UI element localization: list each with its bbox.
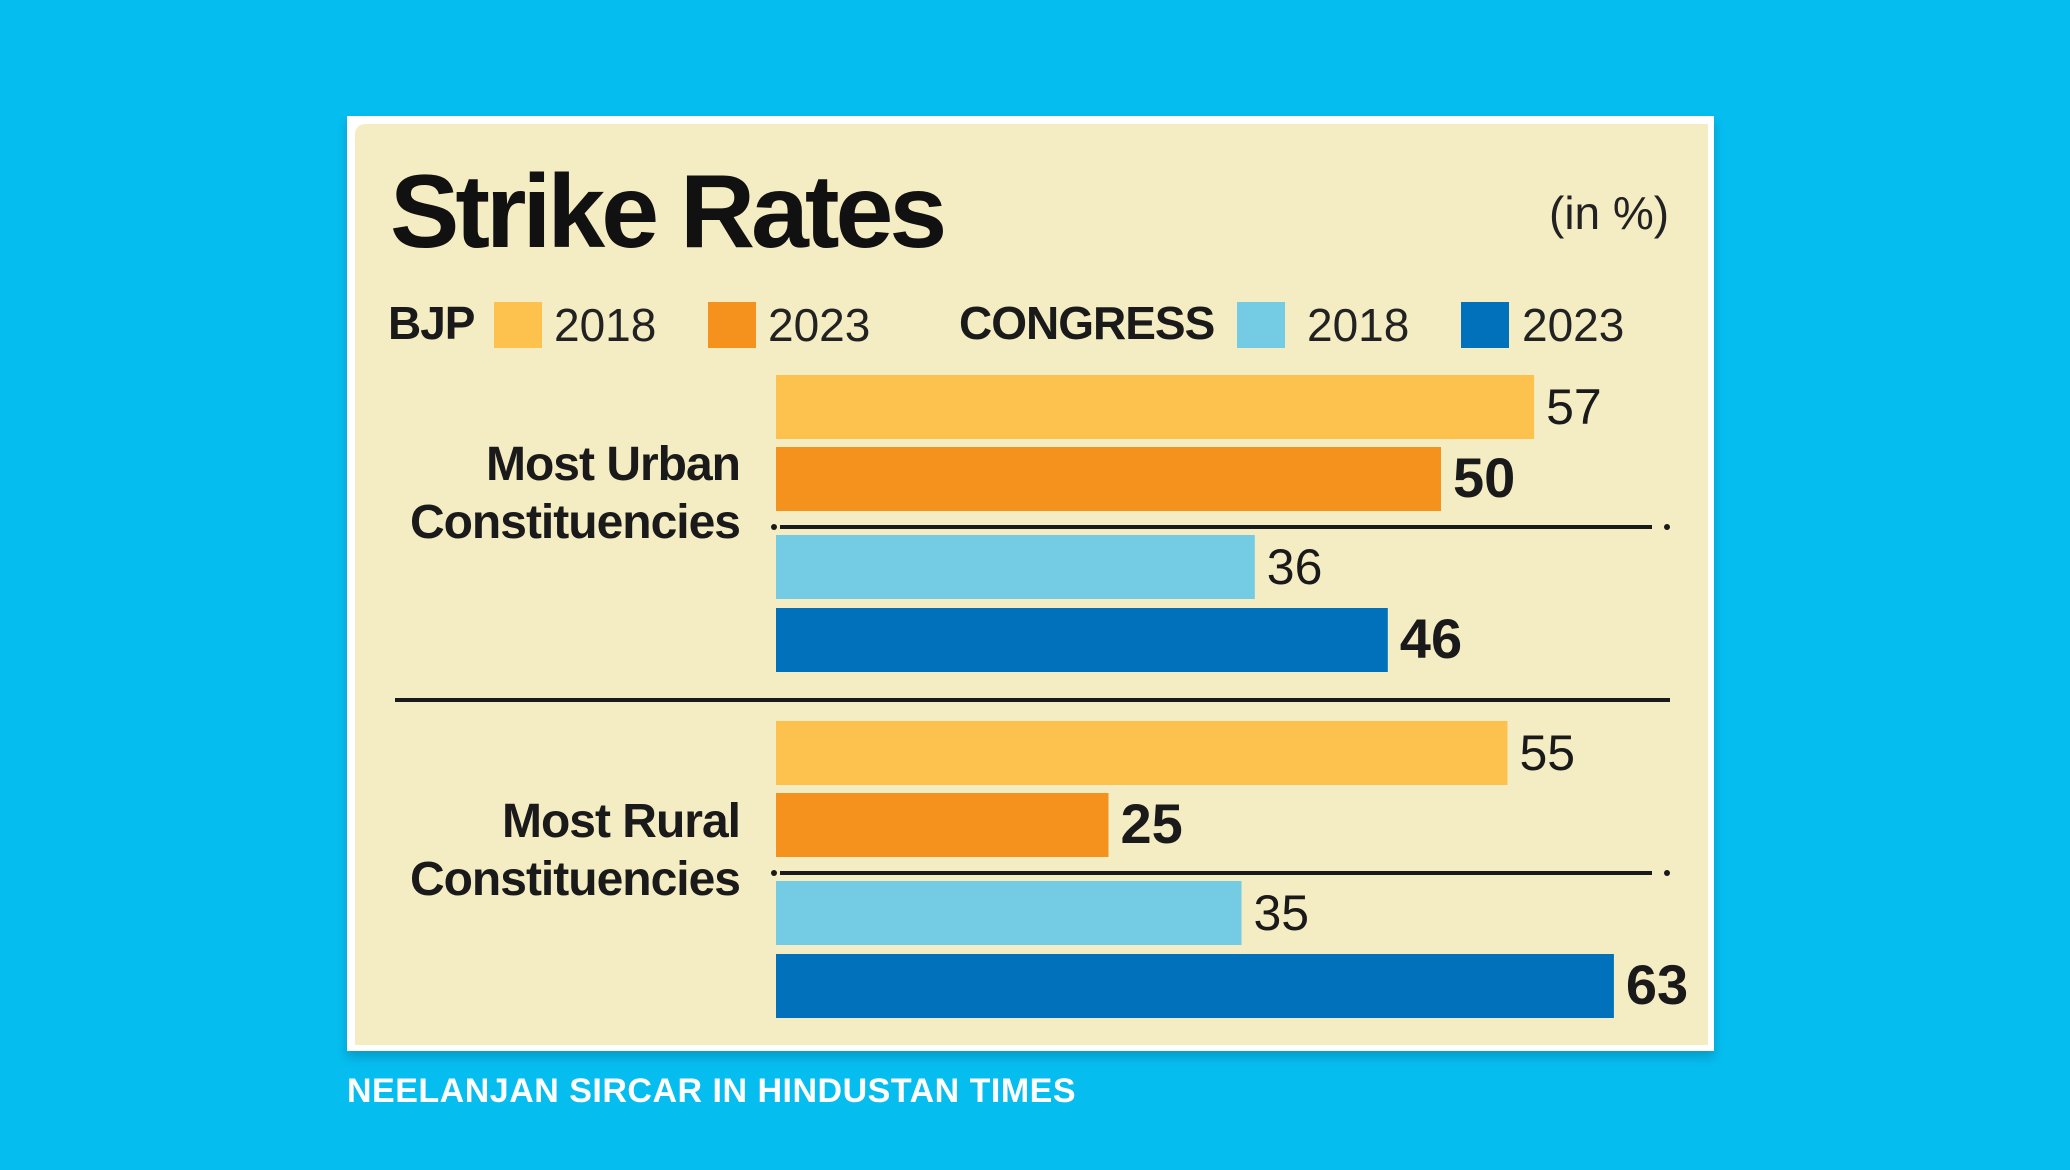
bar-value-label-urban-congress-2023: 46	[1400, 607, 1462, 670]
legend-year-bjp-2018: 2018	[554, 299, 657, 351]
bar-value-label-rural-bjp-2018: 55	[1520, 725, 1576, 781]
legend-swatch-bjp-2018	[494, 302, 542, 348]
group-label-urban: Most Urban Constituencies	[409, 436, 741, 552]
legend-swatch-congress-2023	[1461, 302, 1509, 348]
bar-value-label-rural-bjp-2023: 25	[1121, 792, 1183, 855]
legend-swatch-bjp-2023	[708, 302, 756, 348]
legend-party-bjp: BJP	[388, 297, 475, 349]
separator-dot-left-rural	[771, 870, 777, 876]
chart-title: Strike Rates	[390, 154, 947, 270]
group-label-rural-line-1: Most Rural	[501, 795, 741, 848]
source-credit: NEELANJAN SIRCAR IN HINDUSTAN TIMES	[347, 1072, 1077, 1110]
group-label-rural-line-2: Constituencies	[409, 853, 741, 906]
bar-rural-congress-2018	[776, 881, 1242, 945]
bar-value-label-urban-bjp-2023: 50	[1453, 446, 1515, 509]
legend-year-congress-2018: 2018	[1307, 299, 1410, 351]
legend-swatch-congress-2018	[1237, 302, 1285, 348]
group-label-rural: Most Rural Constituencies	[409, 793, 741, 909]
bar-value-label-rural-congress-2023: 63	[1626, 953, 1688, 1016]
bar-urban-bjp-2023	[776, 447, 1441, 511]
legend-party-congress: CONGRESS	[959, 297, 1215, 349]
bar-urban-congress-2023	[776, 608, 1388, 672]
bar-urban-bjp-2018	[776, 375, 1535, 439]
bar-urban-congress-2018	[776, 535, 1255, 599]
group-label-urban-line-1: Most Urban	[486, 438, 741, 491]
bar-rural-bjp-2023	[776, 793, 1109, 857]
group-label-urban-line-2: Constituencies	[409, 496, 741, 549]
bar-value-label-urban-congress-2018: 36	[1267, 539, 1323, 595]
legend-year-bjp-2023: 2023	[768, 299, 871, 351]
bar-value-label-urban-bjp-2018: 57	[1546, 379, 1602, 435]
bar-value-label-rural-congress-2018: 35	[1254, 885, 1310, 941]
separator-dot-left-urban	[771, 524, 777, 530]
separator-dot-right-rural	[1664, 870, 1670, 876]
unit-label: (in %)	[1549, 187, 1670, 239]
bar-rural-congress-2023	[776, 954, 1614, 1018]
legend-year-congress-2023: 2023	[1522, 299, 1625, 351]
bar-rural-bjp-2018	[776, 721, 1508, 785]
separator-dot-right-urban	[1664, 524, 1670, 530]
